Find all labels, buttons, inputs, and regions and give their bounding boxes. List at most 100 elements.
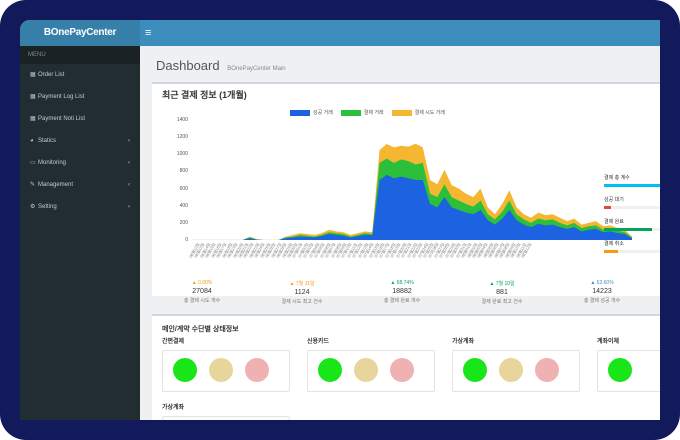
app-logo[interactable]: BOnePayCenter [20,20,140,46]
status-panel-title: 가상계좌 [162,405,185,411]
stat-label: 결제 완료 최고 건수 [481,299,523,305]
status-panel: 신용카드 [307,336,435,392]
sidebar-item-monitoring[interactable]: ▭ Monitoring ‹ [20,152,140,174]
progress-bar [604,250,660,253]
progress-bar-fill [604,250,618,253]
sidebar-item-setting[interactable]: ⚙ Setting ‹ [20,196,140,218]
chevron-left-icon: ‹ [128,138,130,144]
status-light [173,358,197,382]
progress-group: 성공 대기 [604,196,660,209]
stat-label: 총 결제 시도 개수 [183,298,221,304]
status-lights [307,350,435,392]
page-subtitle: BOnePayCenter Main [227,66,286,72]
stat-value: 881 [496,289,508,296]
y-tick-label: 1000 [176,151,188,158]
progress-group: 결제 취소 [604,240,660,253]
progress-bar [604,228,660,231]
y-tick-label: 1400 [176,117,188,123]
y-tick-label: 200 [179,219,188,226]
sidebar-item-management[interactable]: ✎ Management ‹ [20,174,140,196]
status-panel-title: 가상계좌 [452,339,475,345]
stat-value: 1124 [294,289,310,296]
table-icon: ▦ [30,72,36,78]
status-light [209,358,233,382]
sidebar-menu: ▦ Order List ▦ Payment Log List ▦ Payment Not… [20,64,140,218]
sidebar-item-label: Payment Log List [38,94,85,100]
status-light [318,358,342,382]
progress-label: 결제 총 계수 [604,175,630,181]
progress-bar-fill [604,184,660,187]
main-content: Dashboard BOnePayCenter Main 최근 결제 정보 (1… [140,46,660,420]
sidebar-toggle-button[interactable]: ≡ [145,27,152,39]
monitor-icon: ▭ [30,160,36,166]
status-panel-title: 신용카드 [307,339,330,345]
sidebar-item-order-list[interactable]: ▦ Order List [20,64,140,86]
sidebar-item-label: Management [38,182,74,188]
stat-value: 14223 [592,288,612,295]
legend-swatch [340,109,361,116]
stat-change: ▲ 68.74% [390,280,414,286]
stats-row: ▲ 0.00% 27084 총 결제 시도 개수 ▲ 7월 11일 1124 결제 시도 … [152,280,660,320]
sidebar-item-label: Payment Noti List [38,116,86,122]
page-title-text: Dashboard [156,58,220,73]
sidebar-item-payment-log-list[interactable]: ▦ Payment Log List [20,86,140,108]
progress-label: 결제 완료 [604,219,624,225]
chart-legend: 성공 거래 결제 거래 결제 시도 거래 [282,109,445,116]
status-light [245,358,269,382]
status-light [463,358,487,382]
edit-icon: ✎ [30,182,36,188]
legend-swatch [290,109,310,116]
status-title: 메인/계약 수단별 상태정보 [162,326,239,333]
status-lights [162,350,290,392]
y-axis-ticks: 1400 1200 1000 800 600 400 200 0 [160,117,188,260]
y-tick-label: 0 [185,237,188,243]
stat-change: ▲ 52.60% [590,280,614,286]
sidebar: MENU ▦ Order List ▦ Payment Log List ▦ Paymen… [20,46,140,420]
status-light [354,358,378,382]
sidebar-item-label: Monitoring [38,160,67,166]
legend-label: 결제 시도 거래 [414,110,445,116]
stat-block: ▲ 0.00% 27084 총 결제 시도 개수 [152,280,252,304]
sidebar-item-label: Order List [38,72,65,78]
legend-label: 성공 거래 [313,110,333,116]
progress-group: 결제 총 계수 [604,174,660,187]
sidebar-item-label: Setting [38,204,57,210]
y-tick-label: 400 [179,202,188,209]
status-light [535,358,559,382]
progress-label: 성공 대기 [604,197,624,203]
gears-icon: ⚙ [30,204,36,210]
progress-bar [604,184,660,187]
stat-label: 총 결제 완료 개수 [383,298,421,304]
stat-value: 18882 [392,288,412,295]
stat-block: ▲ 7월 11일 1124 결제 시도 최고 건수 [252,280,352,305]
stat-label: 결제 시도 최고 건수 [281,299,323,305]
status-panel: 간편결제 [162,336,290,392]
pie-chart-icon: ◕ [30,138,34,144]
page-title: Dashboard BOnePayCenter Main [156,58,286,73]
stat-label: 총 결제 성공 개수 [583,298,621,304]
status-lights [162,416,290,420]
legend-swatch [391,109,412,116]
stat-block: ▲ 7월 10일 881 결제 완료 최고 건수 [452,280,552,305]
progress-bar-fill [604,206,611,209]
status-panel-title: 간편결제 [162,339,185,345]
stat-change: ▲ 7월 11일 [289,281,315,287]
chevron-left-icon: ‹ [128,160,130,166]
progress-bar-fill [604,228,652,231]
status-light [499,358,523,382]
x-axis-labels: 06월12일 06월13일 06월14일 06월15일 06월16일 06월17일 06월1… [188,242,632,264]
sidebar-menu-header: MENU [20,46,140,64]
sidebar-item-statics[interactable]: ◕ Statics ‹ [20,130,140,152]
recent-payments-title: 최근 결제 정보 (1개월) [162,90,247,100]
status-lights [597,350,660,392]
status-light [390,358,414,382]
sidebar-item-payment-noti-list[interactable]: ▦ Payment Noti List [20,108,140,130]
status-panel: 계좌이체 [597,336,660,392]
status-panel-title: 계좌이체 [597,339,620,345]
stat-change: ▲ 7월 10일 [489,281,515,287]
y-tick-label: 600 [179,185,188,192]
progress-group: 결제 완료 [604,218,660,231]
top-navbar: BOnePayCenter ≡ [20,20,660,46]
